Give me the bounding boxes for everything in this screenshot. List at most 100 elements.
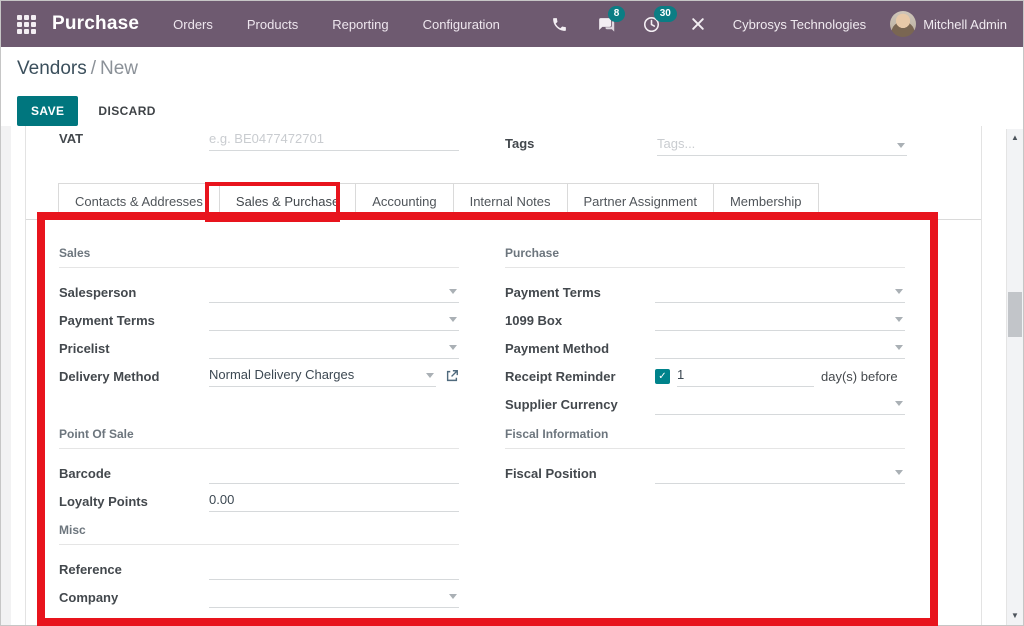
loyalty-points-input[interactable]: [209, 490, 459, 512]
messages-icon[interactable]: 8: [595, 6, 626, 35]
tab-membership[interactable]: Membership: [712, 183, 819, 219]
discard-button[interactable]: DISCARD: [92, 96, 161, 126]
chevron-down-icon: [426, 372, 434, 378]
pricelist-label: Pricelist: [59, 340, 110, 356]
menu-configuration[interactable]: Configuration: [422, 16, 500, 32]
menu-reporting[interactable]: Reporting: [332, 16, 389, 32]
website-dropdown[interactable]: [209, 615, 459, 625]
activities-clock-icon[interactable]: 30: [641, 6, 677, 35]
delivery-method-dropdown[interactable]: Normal Delivery Charges: [209, 366, 436, 387]
form-sheet: VAT Tags Contacts & Addresses Sales & Pu…: [25, 126, 982, 625]
main-menu: Orders Products Reporting Configuration: [173, 17, 500, 32]
pos-group: Point Of Sale Barcode Loyalty Points: [59, 427, 459, 523]
tab-contacts-addresses[interactable]: Contacts & Addresses: [58, 183, 220, 219]
receipt-reminder-checkbox[interactable]: ✓: [655, 368, 670, 384]
field-delivery-method: Delivery Method Normal Delivery Charges: [59, 362, 459, 390]
field-company: Company: [59, 583, 459, 611]
tab-sales-purchase[interactable]: Sales & Purchase: [218, 183, 357, 219]
menu-orders[interactable]: Orders: [173, 16, 213, 32]
company-dropdown[interactable]: [209, 587, 459, 608]
company-label: Company: [59, 589, 119, 605]
chevron-down-icon: [449, 288, 457, 294]
salesperson-dropdown[interactable]: [209, 282, 459, 303]
notebook-tabs: Contacts & Addresses Sales & Purchase Ac…: [26, 183, 981, 220]
fiscal-position-dropdown[interactable]: [655, 463, 905, 484]
supplier-currency-label: Supplier Currency: [505, 396, 618, 412]
field-salesperson: Salesperson: [59, 278, 459, 306]
pos-section-title: Point Of Sale: [59, 427, 459, 449]
scroll-down-arrow-icon[interactable]: ▼: [1011, 611, 1019, 620]
delivery-method-label: Delivery Method: [59, 368, 160, 384]
fiscal-section-title: Fiscal Information: [505, 427, 905, 449]
purchase-payment-terms-dropdown[interactable]: [655, 282, 905, 303]
field-supplier-currency: Supplier Currency: [505, 390, 905, 418]
1099-box-dropdown[interactable]: [655, 310, 905, 331]
top-navbar: Purchase Orders Products Reporting Confi…: [1, 1, 1023, 47]
purchase-section-title: Purchase: [505, 246, 905, 268]
website-label: Website: [59, 617, 109, 626]
vat-input[interactable]: [209, 130, 459, 151]
company-switcher[interactable]: Cybrosys Technologies: [732, 16, 867, 32]
receipt-reminder-suffix: day(s) before: [821, 368, 898, 384]
scroll-up-arrow-icon[interactable]: ▲: [1011, 133, 1019, 142]
breadcrumb-vendors[interactable]: Vendors: [17, 58, 87, 79]
fiscal-group: Fiscal Information Fiscal Position: [505, 427, 905, 523]
user-menu[interactable]: Mitchell Admin: [890, 11, 1007, 37]
sales-payment-terms-label: Payment Terms: [59, 312, 155, 328]
tools-icon[interactable]: [687, 13, 709, 35]
tab-accounting[interactable]: Accounting: [355, 183, 454, 219]
chevron-down-icon: [895, 288, 903, 294]
barcode-label: Barcode: [59, 465, 112, 481]
menu-products[interactable]: Products: [246, 16, 299, 32]
payment-method-dropdown[interactable]: [655, 338, 905, 359]
chevron-down-icon: [895, 344, 903, 350]
breadcrumb: Vendors / New: [17, 58, 138, 80]
tab-internal-notes[interactable]: Internal Notes: [452, 183, 568, 219]
messages-badge: 8: [607, 6, 626, 22]
field-1099-box: 1099 Box: [505, 306, 905, 334]
purchase-group: Purchase Payment Terms 1099 Box Payment …: [505, 246, 905, 427]
content-margin-strip: [1, 126, 11, 625]
receipt-reminder-days-input[interactable]: [677, 365, 814, 387]
external-link-icon[interactable]: [445, 369, 459, 383]
pricelist-dropdown[interactable]: [209, 338, 459, 359]
delivery-method-value: Normal Delivery Charges: [209, 367, 355, 382]
chevron-down-icon: [895, 316, 903, 322]
apps-grid-icon[interactable]: [17, 14, 36, 34]
reference-input[interactable]: [209, 558, 459, 580]
avatar: [890, 11, 917, 37]
misc-group: Misc Reference Company Website: [59, 523, 459, 625]
misc-section-title: Misc: [59, 523, 459, 545]
phone-icon[interactable]: [549, 13, 571, 35]
chevron-down-icon: [449, 344, 457, 350]
field-reference: Reference: [59, 555, 459, 583]
chevron-down-icon: [895, 469, 903, 475]
tab-partner-assignment[interactable]: Partner Assignment: [566, 183, 714, 219]
field-purchase-payment-terms: Payment Terms: [505, 278, 905, 306]
breadcrumb-separator: /: [90, 58, 97, 79]
field-barcode: Barcode: [59, 459, 459, 487]
salesperson-label: Salesperson: [59, 284, 137, 300]
barcode-input[interactable]: [209, 462, 459, 484]
app-name[interactable]: Purchase: [52, 13, 140, 34]
loyalty-points-label: Loyalty Points: [59, 493, 148, 509]
field-fiscal-position: Fiscal Position: [505, 459, 905, 487]
fiscal-position-label: Fiscal Position: [505, 465, 597, 481]
sales-payment-terms-dropdown[interactable]: [209, 310, 459, 331]
field-pricelist: Pricelist: [59, 334, 459, 362]
vertical-scrollbar[interactable]: ▲ ▼: [1006, 129, 1023, 625]
chevron-down-icon: [449, 593, 457, 599]
field-receipt-reminder: Receipt Reminder ✓ day(s) before: [505, 362, 905, 390]
user-name: Mitchell Admin: [923, 16, 1007, 32]
supplier-currency-dropdown[interactable]: [655, 394, 905, 415]
sales-section-title: Sales: [59, 246, 459, 268]
chevron-down-icon: [449, 621, 457, 625]
save-button[interactable]: SAVE: [17, 96, 79, 126]
field-sales-payment-terms: Payment Terms: [59, 306, 459, 334]
1099-box-label: 1099 Box: [505, 312, 563, 328]
purchase-payment-terms-label: Payment Terms: [505, 284, 601, 300]
scrollbar-thumb[interactable]: [1008, 292, 1022, 337]
reference-label: Reference: [59, 561, 122, 577]
tags-input[interactable]: [657, 135, 907, 156]
breadcrumb-current: New: [100, 58, 139, 79]
